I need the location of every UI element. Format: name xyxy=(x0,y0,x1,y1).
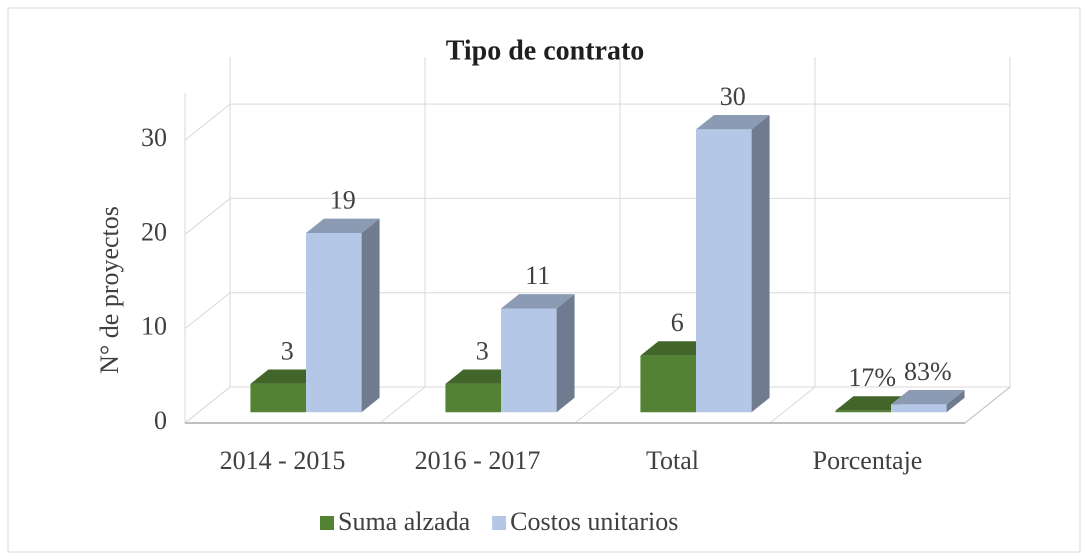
x-tick-label: Porcentaje xyxy=(813,446,923,475)
data-label: 11 xyxy=(525,261,550,290)
x-tick-label: Total xyxy=(646,446,699,475)
x-tick-label: 2014 - 2015 xyxy=(220,446,346,475)
bar-top xyxy=(696,114,770,130)
grid-line xyxy=(184,103,231,141)
data-label: 17% xyxy=(848,363,896,392)
legend-swatch xyxy=(492,516,507,530)
legend-label: Costos unitarios xyxy=(510,507,678,536)
bar xyxy=(891,389,965,413)
data-label: 3 xyxy=(281,336,294,365)
y-tick-label: 30 xyxy=(141,123,167,152)
bar-top xyxy=(250,369,324,384)
y-axis-label: N° de proyectos xyxy=(95,206,124,374)
bar-front xyxy=(501,308,557,413)
x-tick-label: 2016 - 2017 xyxy=(415,446,541,475)
data-label: 3 xyxy=(476,336,489,365)
data-label: 6 xyxy=(671,308,684,337)
bar-top xyxy=(835,396,909,411)
data-label: 83% xyxy=(904,357,952,386)
y-tick-label: 20 xyxy=(141,217,167,246)
y-tick-label: 0 xyxy=(154,406,167,435)
category-divider xyxy=(379,386,426,424)
chart-title: Tipo de contrato xyxy=(446,35,645,66)
y-tick-label: 10 xyxy=(141,312,167,341)
bar xyxy=(501,294,575,413)
category-divider xyxy=(769,386,816,424)
grid-line xyxy=(184,292,231,330)
bar-side xyxy=(946,389,965,413)
bar xyxy=(306,218,380,413)
bar-side xyxy=(751,114,770,413)
bar-front xyxy=(835,410,891,413)
bar xyxy=(696,114,770,413)
chart-border xyxy=(7,7,1081,553)
x-axis xyxy=(964,386,1011,424)
legend-swatch xyxy=(320,516,334,530)
legend-label: Suma alzada xyxy=(338,507,471,536)
bar-side xyxy=(361,218,380,413)
data-label: 19 xyxy=(330,186,356,215)
grid-line xyxy=(184,386,231,424)
bar-top xyxy=(891,389,965,405)
data-label: 30 xyxy=(720,82,746,111)
bar-front xyxy=(696,129,752,413)
bar-top xyxy=(501,294,575,309)
bar-top xyxy=(306,218,380,234)
category-divider xyxy=(574,386,621,424)
bar-front xyxy=(891,404,947,413)
bar-top xyxy=(640,341,714,356)
bar-top xyxy=(445,369,519,384)
bar-front xyxy=(640,355,696,413)
bar-side xyxy=(556,294,575,413)
bar-front xyxy=(306,233,362,413)
grid-line xyxy=(184,198,231,235)
bar-front xyxy=(250,383,306,413)
bar-front xyxy=(445,383,501,413)
